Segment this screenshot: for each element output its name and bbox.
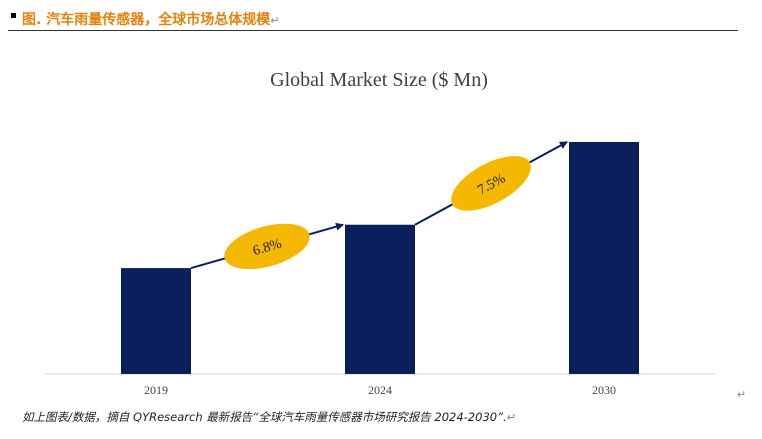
return-mark-icon: ↵ [506,410,517,424]
bar-2019 [121,268,191,374]
bullet-icon [11,13,16,18]
figure-title: 图. 汽车雨量传感器，全球市场总体规模↵ [22,12,280,28]
chart-title: Global Market Size ($ Mn) [270,69,488,91]
bar-2030 [569,142,639,374]
source-caption: 如上图表/数据，摘自 QYResearch 最新报告“全球汽车雨量传感器市场研究… [22,410,517,424]
x-tick-label: 2030 [592,383,616,397]
figure-heading: 图. 汽车雨量传感器，全球市场总体规模↵ [8,8,738,31]
growth-ellipse [224,223,310,270]
x-tick-label: 2019 [144,383,168,397]
return-mark-icon: ↵ [737,389,747,401]
growth-badge: 6.8% [224,223,310,270]
return-mark-icon: ↵ [270,14,280,27]
x-tick-label: 2024 [368,383,392,397]
bar-2024 [345,224,415,374]
growth-ellipse [451,155,531,211]
growth-badge: 7.5% [451,155,531,211]
